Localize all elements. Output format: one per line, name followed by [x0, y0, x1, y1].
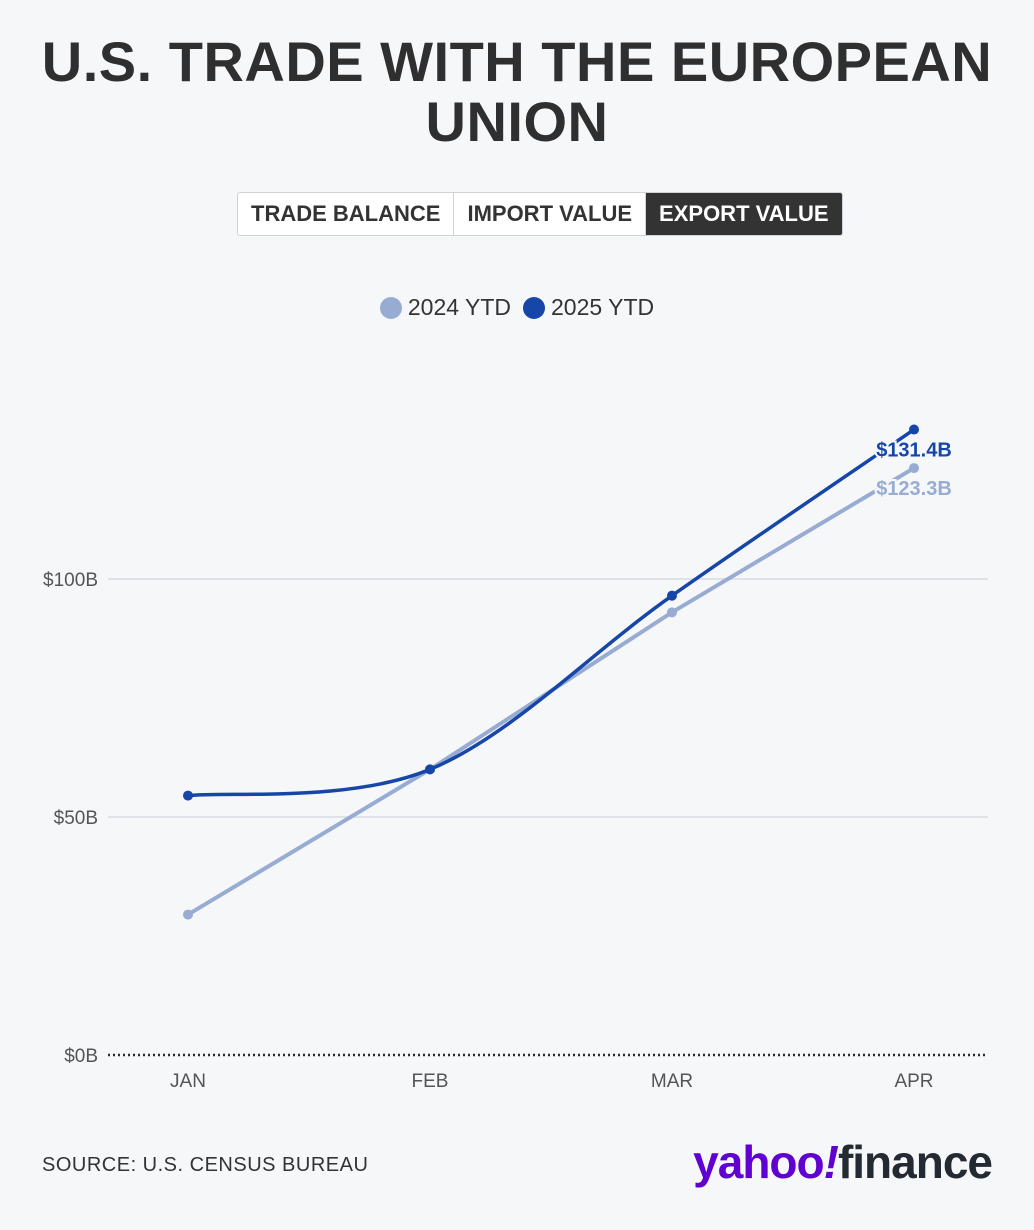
legend-label-2024: 2024 YTD	[407, 294, 511, 320]
legend-dot-2025-icon	[523, 296, 545, 319]
legend-label-2025: 2025 YTD	[551, 294, 655, 320]
data-point-apr	[909, 424, 919, 435]
data-point-mar	[667, 607, 677, 618]
x-tick-label: APR	[894, 1071, 933, 1092]
series-line-2025-ytd	[186, 427, 916, 798]
tab-import-value[interactable]: IMPORT VALUE	[454, 193, 647, 235]
legend-item-2025[interactable]: 2025 YTD	[523, 294, 654, 321]
y-tick-label: $0B	[64, 1046, 98, 1067]
x-tick-label: FEB	[412, 1071, 449, 1092]
end-value-label: $123.3B	[876, 478, 952, 500]
x-tick-label: MAR	[651, 1071, 693, 1092]
legend-item-2024[interactable]: 2024 YTD	[379, 294, 511, 321]
data-point-jan	[183, 790, 193, 801]
data-point-mar	[667, 590, 677, 601]
source-note: SOURCE: U.S. CENSUS BUREAU	[42, 1154, 369, 1176]
yahoo-finance-logo: yahoo!finance	[693, 1136, 993, 1188]
y-tick-label: $50B	[54, 808, 98, 829]
tab-export-value[interactable]: EXPORT VALUE	[646, 193, 842, 235]
x-tick-label: JAN	[170, 1071, 206, 1092]
view-toggle: TRADE BALANCE IMPORT VALUE EXPORT VALUE	[237, 192, 843, 236]
line-chart: $0B $50B $100B JAN FEB MAR APR $123.3B $131.4B	[43, 424, 988, 1092]
chart-title: U.S. TRADE WITH THE EUROPEAN UNION	[41, 30, 993, 153]
tab-trade-balance[interactable]: TRADE BALANCE	[238, 193, 455, 235]
chart-legend: 2024 YTD 2025 YTD	[0, 294, 1034, 321]
end-value-label: $131.4B	[876, 440, 952, 462]
legend-dot-2024-icon	[379, 296, 402, 319]
y-tick-label: $100B	[43, 570, 98, 591]
data-point-apr	[909, 463, 919, 474]
data-point-jan	[183, 909, 193, 920]
data-point-feb	[425, 764, 435, 775]
